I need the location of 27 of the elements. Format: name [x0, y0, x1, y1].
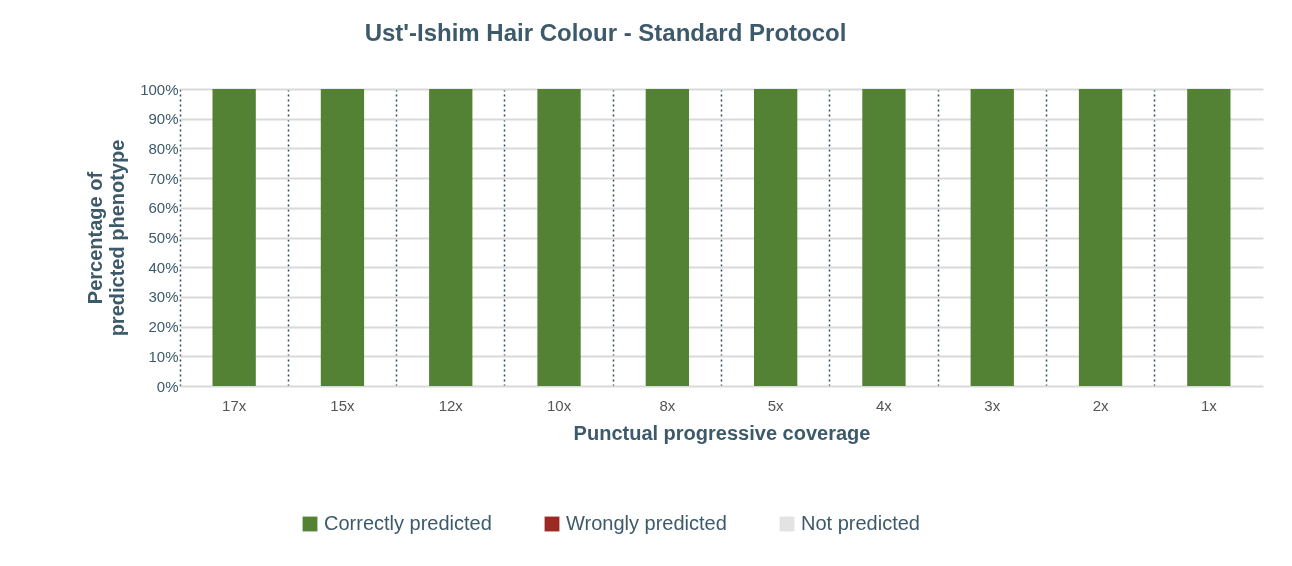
y-tick-label: 10%: [148, 347, 179, 365]
legend-label: Correctly predicted: [324, 512, 492, 534]
y-tick-label: 100%: [140, 80, 179, 98]
x-tick-label: 1x: [1200, 396, 1218, 414]
x-tick-label: 10x: [546, 396, 572, 414]
legend-label: Not predicted: [801, 512, 920, 534]
x-tick-label: 17x: [222, 396, 247, 414]
x-tick-label: 8x: [659, 396, 676, 414]
y-tick-label: 60%: [148, 199, 179, 217]
x-tick-label: 15x: [330, 396, 356, 414]
x-tick-label: 4x: [876, 396, 893, 414]
y-tick-label: 30%: [148, 288, 179, 306]
y-tick-label: 40%: [148, 258, 179, 276]
x-tick-label: 5x: [767, 396, 785, 414]
y-tick-label: 20%: [148, 318, 179, 336]
y-tick-label: 80%: [148, 139, 179, 157]
x-tick-label: 2x: [1092, 396, 1109, 414]
x-axis-title: Punctual progressive coverage: [573, 421, 871, 444]
x-tick-label: 12x: [438, 396, 464, 414]
legend-label: Wrongly predicted: [566, 512, 727, 534]
y-tick-label: 0%: [156, 377, 179, 395]
y-tick-label: 50%: [148, 229, 179, 246]
y-tick-label: 90%: [148, 110, 179, 128]
chart-title: Ust'-Ishim Hair Colour - Standard Protocol: [364, 19, 847, 46]
y-axis-title: Percentage of predicted phenotype: [84, 139, 129, 337]
y-tick-label: 70%: [148, 169, 179, 187]
x-tick-label: 3x: [984, 396, 1001, 414]
